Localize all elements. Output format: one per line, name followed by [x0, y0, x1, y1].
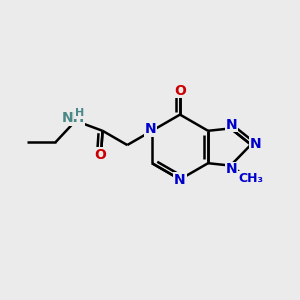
Text: NH: NH: [61, 111, 85, 125]
Text: N: N: [145, 122, 156, 136]
Text: O: O: [175, 84, 187, 98]
Text: N: N: [226, 162, 238, 176]
Text: N: N: [249, 137, 261, 151]
Text: N: N: [226, 118, 238, 132]
Text: N: N: [174, 173, 186, 187]
Text: CH₃: CH₃: [238, 172, 263, 185]
Text: O: O: [94, 148, 106, 162]
Text: H: H: [75, 108, 84, 118]
